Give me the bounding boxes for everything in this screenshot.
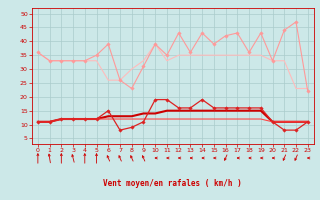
Text: Vent moyen/en rafales ( km/h ): Vent moyen/en rafales ( km/h ): [103, 180, 242, 188]
